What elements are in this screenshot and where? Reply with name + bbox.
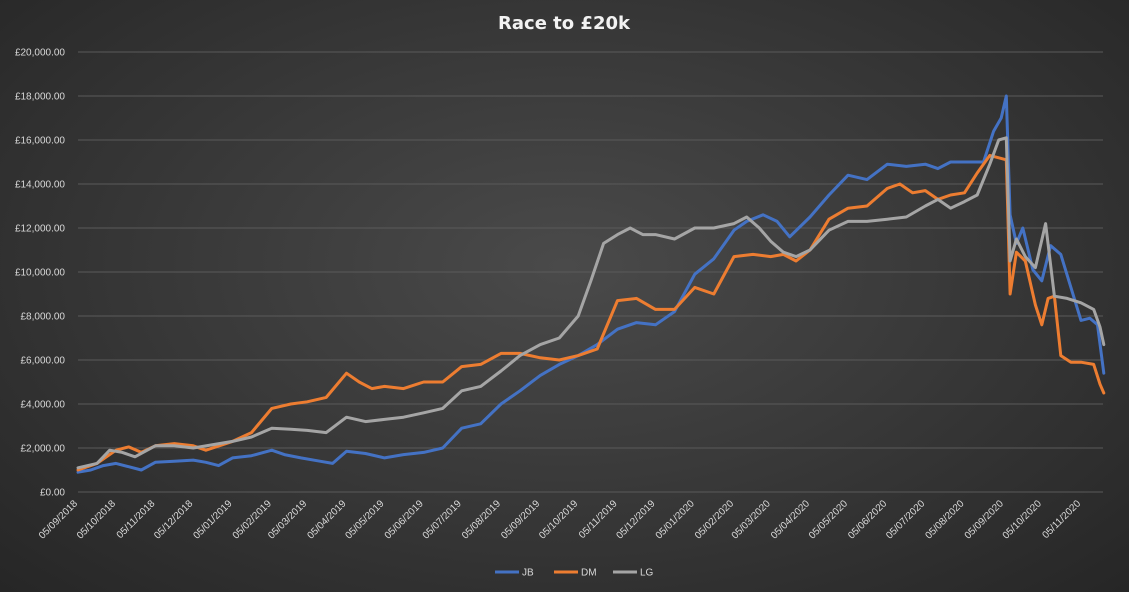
chart-title: Race to £20k — [498, 13, 631, 34]
x-axis-ticks: 05/09/201805/10/201805/11/201805/12/2018… — [37, 498, 1084, 541]
y-tick-label: £8,000.00 — [21, 312, 66, 323]
x-tick-label: 05/05/2020 — [807, 498, 850, 541]
y-tick-label: £12,000.00 — [15, 224, 65, 235]
x-tick-label: 05/12/2019 — [614, 498, 657, 541]
x-tick-label: 05/01/2019 — [191, 498, 234, 541]
y-axis-ticks: £0.00 £2,000.00 £4,000.00 £6,000.00 £8,000.0… — [15, 48, 65, 499]
legend-label: JB — [522, 568, 534, 579]
x-tick-label: 05/11/2018 — [115, 498, 158, 541]
y-tick-label: £0.00 — [40, 488, 65, 499]
x-tick-label: 05/03/2019 — [266, 498, 309, 541]
x-tick-label: 05/07/2020 — [884, 498, 927, 541]
y-tick-label: £2,000.00 — [21, 444, 66, 455]
legend: JB DM LG — [495, 568, 654, 579]
y-tick-label: £6,000.00 — [21, 356, 66, 367]
x-tick-label: 05/04/2020 — [769, 498, 812, 541]
x-tick-label: 05/01/2020 — [654, 498, 697, 541]
x-tick-label: 05/11/2019 — [577, 498, 620, 541]
x-tick-label: 05/08/2019 — [460, 498, 503, 541]
gridlines — [78, 51, 1103, 493]
y-tick-label: £14,000.00 — [15, 180, 65, 191]
x-tick-label: 05/09/2020 — [963, 498, 1006, 541]
y-tick-label: £10,000.00 — [15, 268, 65, 279]
x-tick-label: 05/10/2020 — [1001, 498, 1044, 541]
x-tick-label: 05/06/2019 — [383, 498, 426, 541]
x-tick-label: 05/09/2019 — [499, 498, 542, 541]
x-tick-label: 05/08/2020 — [923, 498, 966, 541]
legend-label: LG — [640, 568, 654, 579]
x-tick-label: 05/03/2020 — [730, 498, 773, 541]
legend-label: DM — [581, 568, 597, 579]
x-tick-label: 05/10/2019 — [537, 498, 580, 541]
x-tick-label: 05/04/2019 — [305, 498, 348, 541]
x-tick-label: 05/09/2018 — [37, 498, 80, 541]
x-tick-label: 05/06/2020 — [846, 498, 889, 541]
y-tick-label: £16,000.00 — [15, 136, 65, 147]
x-tick-label: 05/12/2018 — [152, 498, 195, 541]
series-lines — [76, 94, 1106, 474]
y-tick-label: £4,000.00 — [21, 400, 66, 411]
y-tick-label: £20,000.00 — [15, 48, 65, 59]
series-line-lg — [76, 136, 1106, 470]
y-tick-label: £18,000.00 — [15, 92, 65, 103]
series-line-dm — [76, 153, 1106, 472]
x-tick-label: 05/10/2018 — [75, 498, 118, 541]
x-tick-label: 05/07/2019 — [421, 498, 464, 541]
x-tick-label: 05/11/2020 — [1041, 498, 1084, 541]
x-tick-label: 05/05/2019 — [343, 498, 386, 541]
